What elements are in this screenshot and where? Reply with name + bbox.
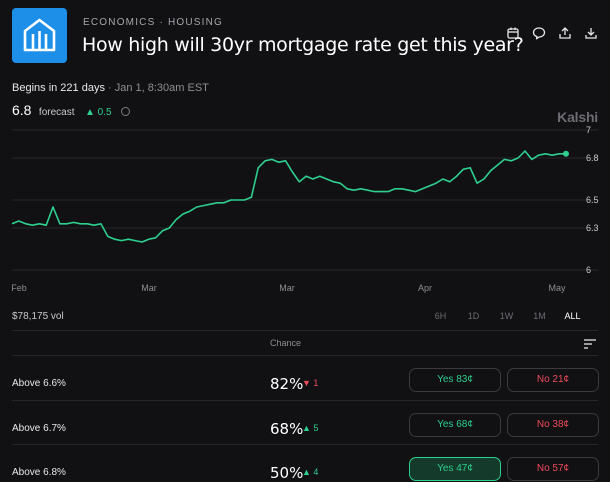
kalshi-logo: Kalshi <box>557 109 598 125</box>
price-chart[interactable]: 7 6.8 6.5 6.3 6 Feb Mar Mar Apr May <box>0 124 610 300</box>
divider <box>12 330 598 331</box>
x-tick-label: Feb <box>11 283 27 293</box>
begins-date: · Jan 1, 8:30am EST <box>108 82 209 94</box>
forecast-delta: ▲ 0.5 <box>84 107 112 118</box>
time-range-selector: 6H 1D 1W 1M ALL <box>424 311 589 321</box>
chance-value: 82% <box>270 375 304 393</box>
market-header: ECONOMICS · HOUSING How high will 30yr m… <box>12 8 598 64</box>
chance-value: 68% <box>270 420 304 438</box>
housing-logo-icon <box>12 8 67 63</box>
x-tick-label: Mar <box>279 283 295 293</box>
forecast-value: 6.8 <box>12 102 32 118</box>
begins-countdown: Begins in 221 days <box>12 82 105 94</box>
range-1d[interactable]: 1D <box>467 311 480 321</box>
x-tick-label: Mar <box>141 283 157 293</box>
info-icon[interactable] <box>120 107 130 116</box>
page-title: How high will 30yr mortgage rate get thi… <box>82 34 524 56</box>
buy-yes-button[interactable]: Yes 83¢ <box>409 368 501 392</box>
volume: $78,175 vol <box>12 311 64 322</box>
market-row[interactable]: Above 6.7% 68% ▲ 5 Yes 68¢ No 38¢ <box>12 409 599 453</box>
forecast-summary: 6.8 forecast ▲ 0.5 <box>12 102 130 120</box>
share-icon[interactable] <box>558 26 572 40</box>
x-tick-label: May <box>548 283 566 293</box>
market-begins: Begins in 221 days · Jan 1, 8:30am EST <box>12 82 209 94</box>
chance-change: ▲ 4 <box>302 467 319 477</box>
x-tick-label: Apr <box>418 283 432 293</box>
forecast-label: forecast <box>38 107 75 118</box>
y-tick-label: 7 <box>586 125 591 135</box>
chance-value: 50% <box>270 464 304 482</box>
buy-no-button[interactable]: No 57¢ <box>507 457 599 481</box>
header-actions <box>506 26 598 40</box>
chance-change: ▲ 5 <box>302 423 319 433</box>
buy-yes-button[interactable]: Yes 68¢ <box>409 413 501 437</box>
y-tick-label: 6.8 <box>586 153 599 163</box>
current-value-point <box>563 150 569 157</box>
download-icon[interactable] <box>584 26 598 40</box>
market-row[interactable]: Above 6.8% 50% ▲ 4 Yes 47¢ No 57¢ <box>12 453 599 482</box>
market-label: Above 6.6% <box>12 378 66 389</box>
buy-no-button[interactable]: No 38¢ <box>507 413 599 437</box>
category-breadcrumb[interactable]: ECONOMICS · HOUSING <box>83 17 224 28</box>
chance-change: ▼ 1 <box>302 378 319 388</box>
range-1w[interactable]: 1W <box>499 311 514 321</box>
range-6h[interactable]: 6H <box>434 311 447 321</box>
comment-icon[interactable] <box>532 26 546 40</box>
divider <box>12 355 598 356</box>
buy-no-button[interactable]: No 21¢ <box>507 368 599 392</box>
y-tick-label: 6.5 <box>586 195 599 205</box>
divider <box>12 400 598 401</box>
chance-column-header: Chance <box>270 338 302 348</box>
divider <box>12 444 598 445</box>
buy-yes-button[interactable]: Yes 47¢ <box>409 457 501 481</box>
range-all[interactable]: ALL <box>564 311 581 321</box>
series-line <box>11 150 566 243</box>
calendar-icon[interactable] <box>506 26 520 40</box>
market-label: Above 6.8% <box>12 467 66 478</box>
y-tick-label: 6.3 <box>586 223 599 233</box>
market-label: Above 6.7% <box>12 423 66 434</box>
y-tick-label: 6 <box>586 265 591 275</box>
sort-icon[interactable] <box>584 336 596 349</box>
range-1m[interactable]: 1M <box>533 311 546 321</box>
market-row[interactable]: Above 6.6% 82% ▼ 1 Yes 83¢ No 21¢ <box>12 364 599 408</box>
